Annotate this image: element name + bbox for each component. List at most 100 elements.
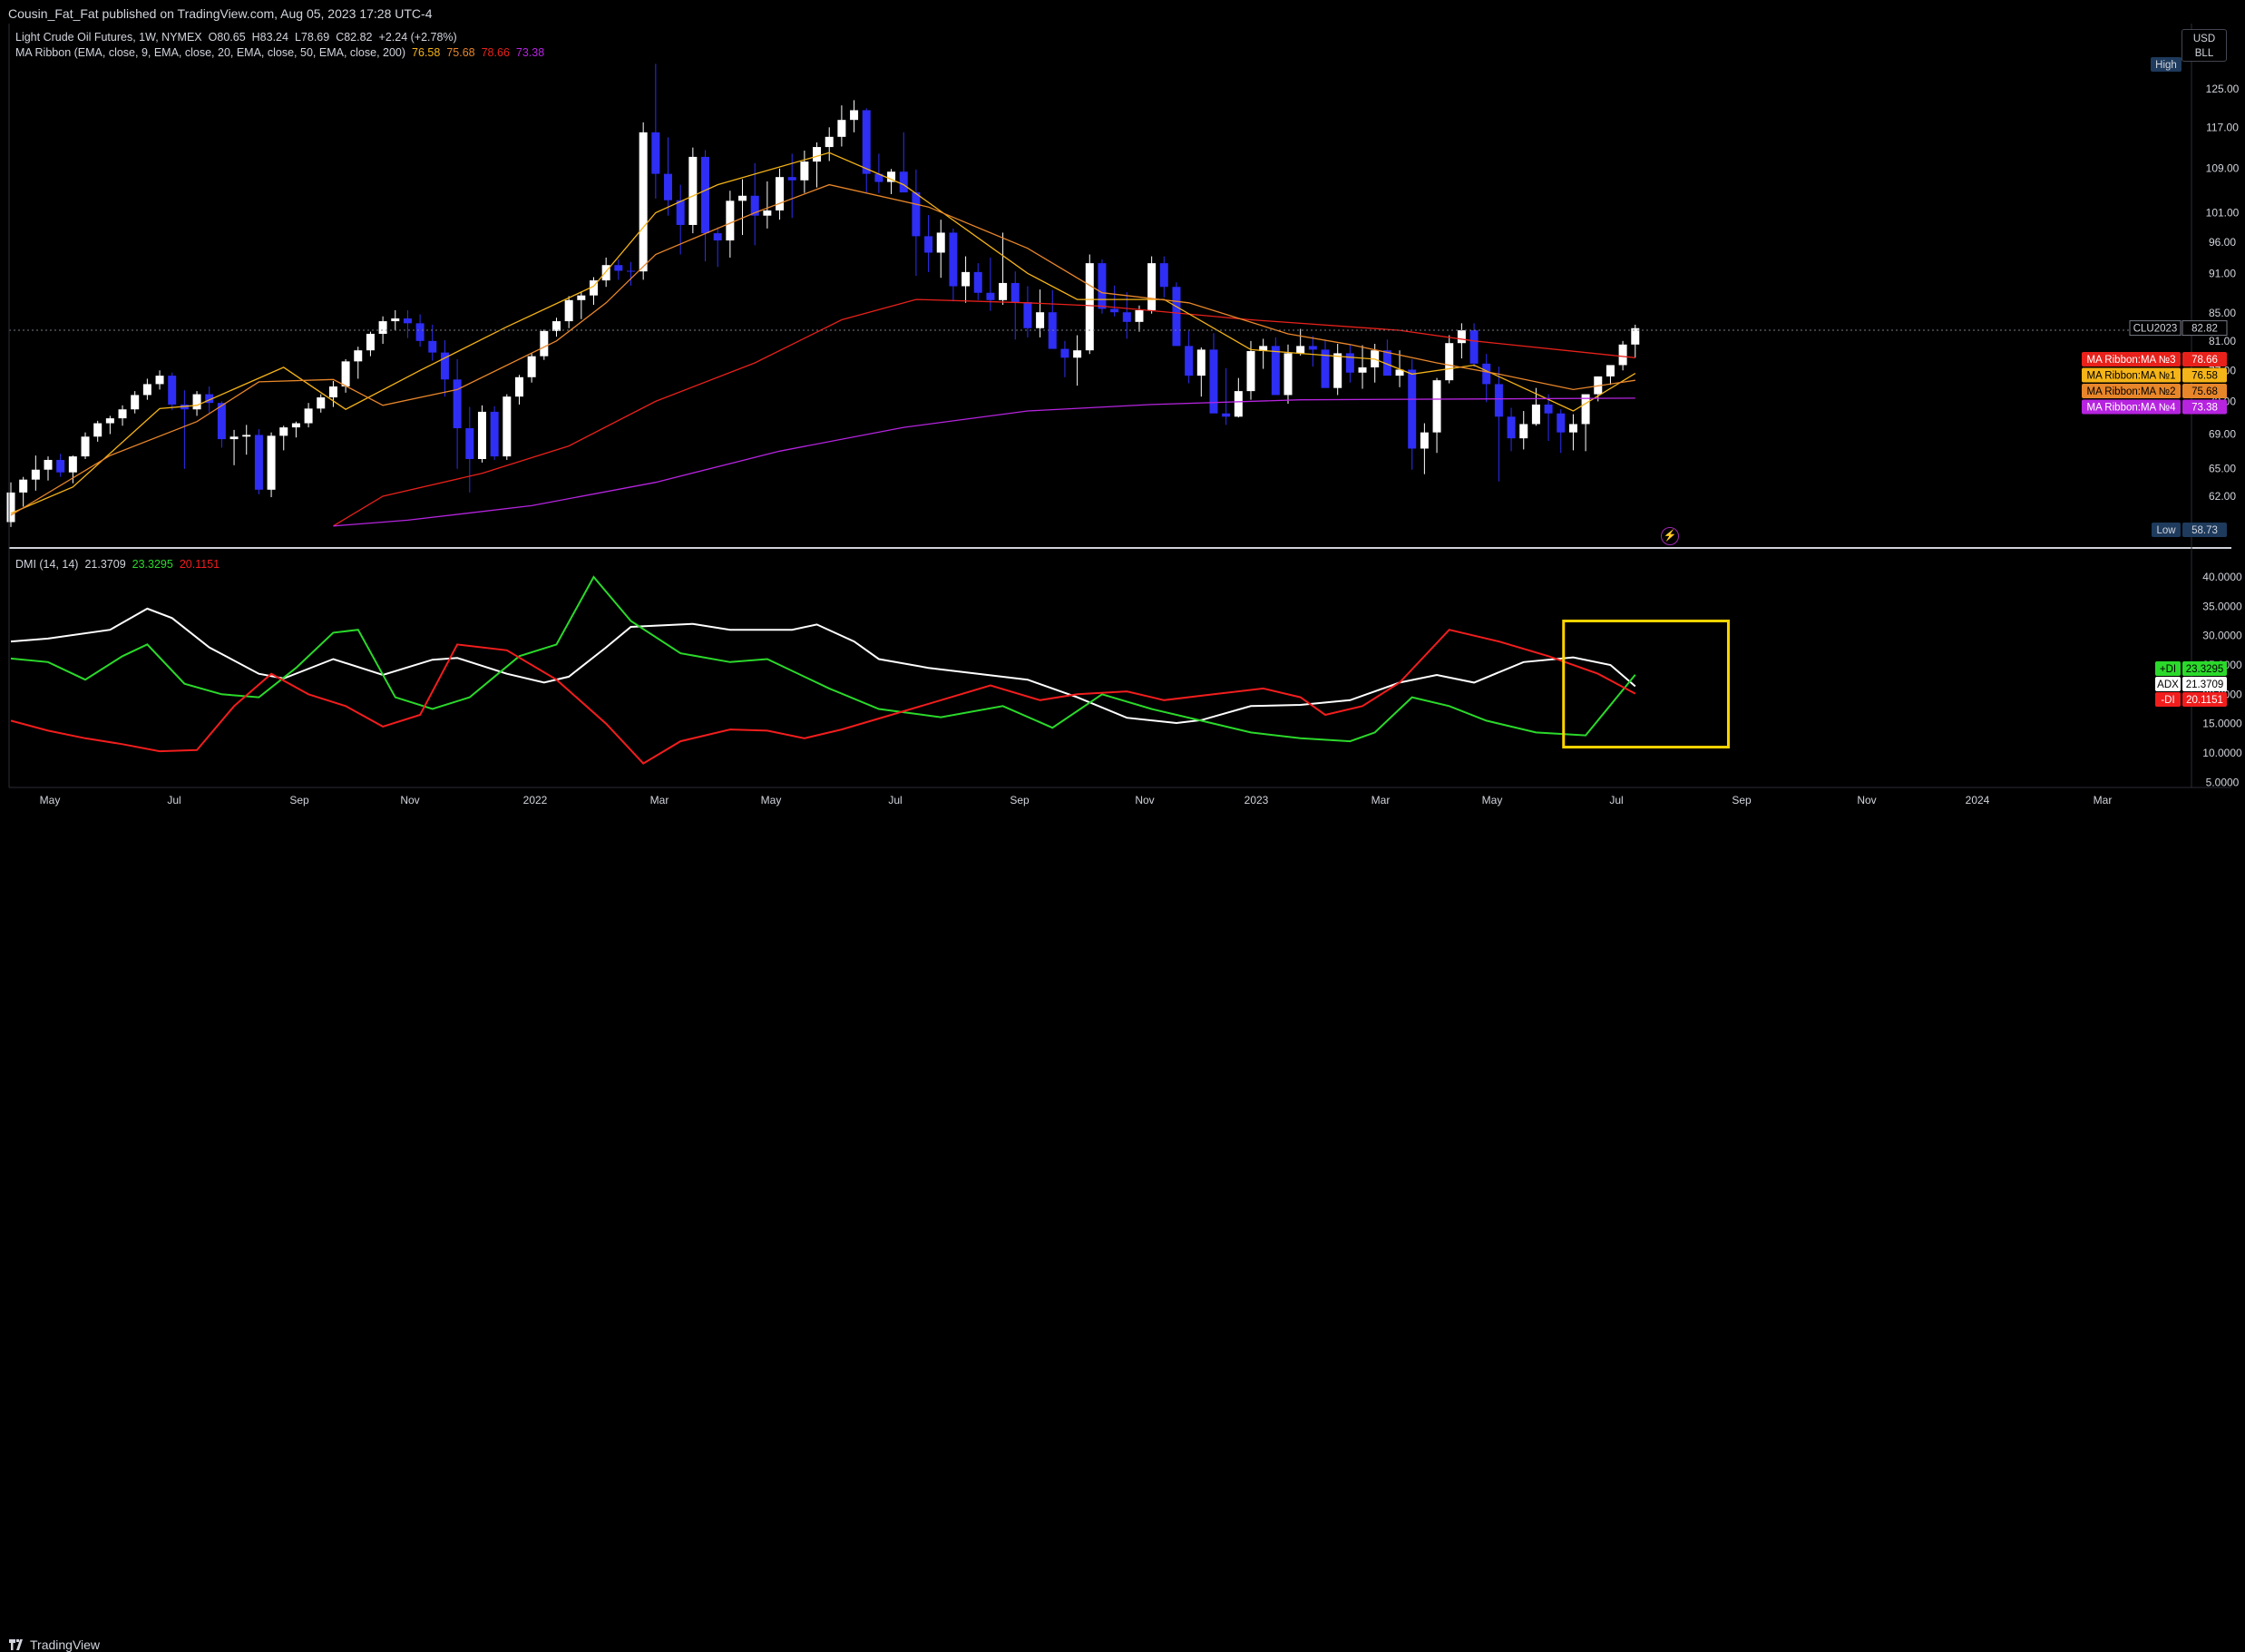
price-tick-12: 125.00 — [2206, 83, 2240, 95]
candle-20 — [254, 428, 263, 494]
candle-32 — [403, 309, 412, 338]
candle-24 — [304, 403, 313, 428]
unit-label: BLL — [2194, 48, 2214, 59]
candle-131 — [1631, 324, 1640, 358]
candle-116 — [1445, 335, 1454, 384]
svg-text:58.73: 58.73 — [2191, 525, 2218, 536]
candle-120 — [1494, 367, 1503, 482]
time-tick-3: Nov — [400, 794, 419, 806]
price-tick-9: 101.00 — [2206, 207, 2240, 220]
svg-text:+DI: +DI — [2160, 664, 2176, 675]
svg-text:-DI: -DI — [2161, 695, 2174, 706]
currency-unit-button[interactable]: USD BLL — [2182, 29, 2227, 62]
candle-113 — [1408, 358, 1417, 470]
time-tick-4: 2022 — [523, 794, 548, 806]
ma-ribbon-legend[interactable]: MA Ribbon (EMA, close, 9, EMA, close, 20… — [15, 46, 551, 59]
chart-canvas[interactable]: 62.0065.0069.0073.0077.0081.0085.0091.00… — [0, 0, 2245, 845]
candle-52 — [651, 64, 660, 199]
candle-89 — [1110, 285, 1119, 317]
candle-126 — [1568, 414, 1577, 451]
time-tick-7: Jul — [888, 794, 902, 806]
ma3-legend-value: 78.66 — [481, 46, 510, 59]
time-tick-17: Mar — [2094, 794, 2113, 806]
candle-102 — [1271, 337, 1280, 396]
candle-76 — [949, 228, 958, 302]
chart-frame-background — [0, 24, 2245, 815]
svg-text:82.82: 82.82 — [2191, 324, 2218, 335]
candle-88 — [1098, 259, 1107, 314]
change-value: +2.24 (+2.78%) — [378, 31, 457, 44]
ma1-legend-value: 76.58 — [412, 46, 441, 59]
candle-13 — [168, 372, 177, 411]
candle-81 — [1010, 271, 1020, 340]
candle-29 — [366, 331, 375, 357]
candle-74 — [924, 215, 933, 272]
price-tick-2: 69.00 — [2209, 428, 2236, 441]
candle-15 — [192, 391, 201, 416]
low-label-tag: Low — [2152, 523, 2181, 537]
candle-8 — [105, 415, 114, 435]
candle-22 — [279, 425, 288, 451]
candle-21 — [267, 432, 276, 498]
low-value: L78.69 — [294, 31, 330, 44]
svg-text:23.3295: 23.3295 — [2186, 664, 2224, 675]
candle-18 — [229, 429, 239, 465]
svg-text:High: High — [2155, 60, 2177, 71]
candle-96 — [1196, 347, 1205, 397]
price-tick-8: 96.00 — [2209, 236, 2236, 249]
open-value: O80.65 — [208, 31, 246, 44]
candle-104 — [1296, 328, 1305, 356]
time-tick-13: Jul — [1609, 794, 1623, 806]
ma-line-1 — [333, 298, 1635, 527]
time-tick-15: Nov — [1857, 794, 1876, 806]
candle-3 — [44, 456, 53, 481]
candle-31 — [391, 309, 400, 331]
price-tick-6: 85.00 — [2209, 307, 2236, 319]
ma-line-4 — [333, 397, 1635, 527]
candle-121 — [1507, 407, 1516, 452]
dmi-legend[interactable]: DMI (14, 14) 21.3709 23.3295 20.1151 — [15, 558, 226, 571]
time-tick-12: May — [1482, 794, 1503, 806]
candle-107 — [1333, 343, 1342, 396]
low-value-tag: 58.73 — [2182, 523, 2227, 537]
dmi-line-+DI — [10, 575, 1636, 743]
candle-69 — [862, 108, 871, 193]
svg-text:78.66: 78.66 — [2191, 355, 2218, 366]
candle-33 — [415, 314, 425, 347]
bottom-bar: TradingView — [0, 815, 2245, 1652]
highlight-rectangle[interactable] — [1562, 620, 1730, 749]
svg-text:MA Ribbon:MA №2: MA Ribbon:MA №2 — [2087, 386, 2176, 397]
symbol-legend[interactable]: Light Crude Oil Futures, 1W, NYMEX O80.65… — [15, 31, 464, 44]
candle-56 — [701, 150, 710, 262]
dmi-lines — [10, 575, 1636, 765]
candle-65 — [813, 142, 822, 188]
bolt-icon[interactable]: ⚡ — [1661, 527, 1679, 545]
svg-text:ADX: ADX — [2157, 679, 2179, 690]
candle-47 — [589, 277, 598, 305]
candle-7 — [93, 420, 102, 442]
candle-60 — [750, 162, 759, 246]
candle-100 — [1246, 340, 1255, 400]
candle-41 — [514, 375, 523, 405]
candle-2 — [31, 455, 40, 491]
candle-36 — [453, 358, 462, 469]
symbol-title: Light Crude Oil Futures, 1W, NYMEX — [15, 31, 202, 44]
candle-49 — [614, 259, 623, 280]
svg-text:76.58: 76.58 — [2191, 371, 2218, 382]
candle-67 — [837, 105, 846, 147]
candle-129 — [1606, 365, 1615, 386]
highlight-box[interactable] — [1562, 620, 1730, 749]
dmi-tick-0: 5.0000 — [2206, 776, 2240, 788]
dmi-tick-6: 35.0000 — [2202, 600, 2242, 612]
price-tick-0: 62.00 — [2209, 490, 2236, 503]
candle-119 — [1482, 354, 1491, 403]
candle-85 — [1060, 340, 1069, 377]
candle-1 — [19, 476, 28, 507]
candle-68 — [850, 100, 859, 132]
candle-75 — [936, 220, 945, 279]
ma-name-tag-2: MA Ribbon:MA №2 — [2082, 384, 2181, 398]
candle-108 — [1345, 344, 1354, 383]
candle-78 — [973, 263, 982, 300]
dmi-value-tag-0: 23.3295 — [2182, 661, 2227, 676]
time-tick-11: Mar — [1371, 794, 1391, 806]
